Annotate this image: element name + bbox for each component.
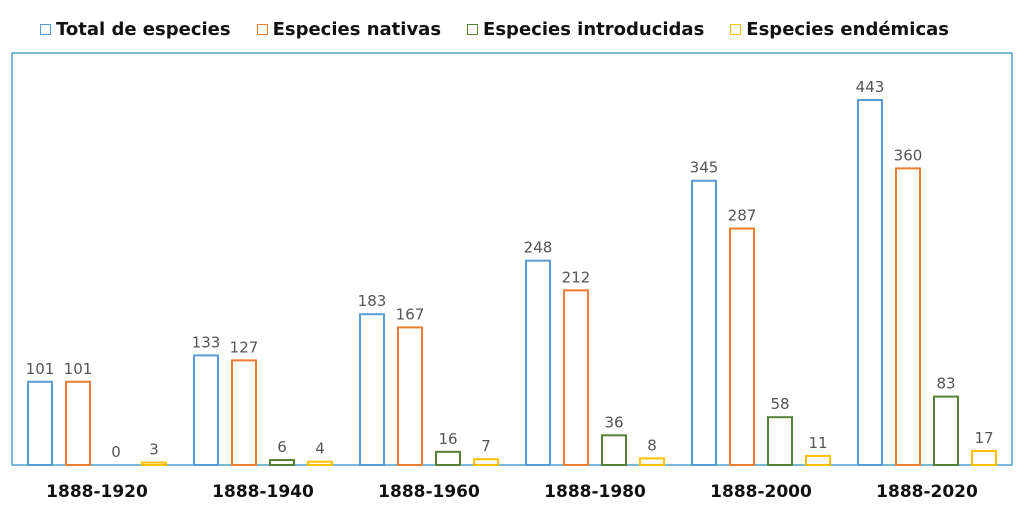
bar-1888-2020-1 [857, 99, 883, 466]
legend-label: Especies nativas [272, 18, 442, 40]
category-label: 1888-1920 [46, 482, 148, 502]
legend-item-2: Especies nativas [256, 18, 442, 40]
bar-1888-2020-3 [933, 395, 959, 466]
legend-swatch [40, 23, 51, 35]
category-labels: 1888-1920 1888-1940 1888-1960 1888-1980 1888… [46, 482, 978, 502]
value-label: 248 [524, 239, 553, 257]
legend: Total de especies Especies nativas Especie… [40, 17, 1000, 41]
bar-1888-2000-2 [729, 227, 755, 466]
value-label: 36 [604, 413, 623, 431]
bar-1888-1980-1 [525, 259, 551, 467]
value-label: 133 [192, 333, 221, 351]
bar-1888-1980-4 [639, 457, 665, 466]
value-label: 16 [438, 430, 457, 448]
value-label: 360 [894, 146, 923, 164]
plot-frame [11, 52, 1013, 466]
category-label: 1888-2020 [876, 482, 978, 502]
value-label: 4 [315, 440, 325, 458]
value-label: 212 [562, 268, 591, 286]
bar-1888-2000-4 [805, 454, 831, 467]
value-label: 58 [770, 395, 789, 413]
category-label: 1888-2000 [710, 482, 812, 502]
bar-1888-1920-1 [27, 380, 53, 466]
legend-swatch [730, 23, 742, 35]
legend-label: Especies endémicas [746, 18, 949, 40]
bar-1888-1920-2 [65, 380, 91, 466]
bar-1888-1980-2 [563, 289, 589, 466]
category-label: 1888-1960 [378, 482, 480, 502]
legend-label: Especies introducidas [483, 18, 705, 40]
value-label: 101 [64, 360, 93, 378]
category-label: 1888-1980 [544, 482, 646, 502]
bar-1888-1940-2 [231, 359, 257, 466]
value-label: 6 [277, 438, 287, 456]
value-label: 167 [396, 305, 425, 323]
value-label: 183 [358, 292, 387, 310]
value-label: 3 [149, 441, 159, 459]
bar-1888-1940-3 [269, 459, 295, 466]
value-label: 127 [230, 338, 259, 356]
bar-1888-1980-3 [601, 434, 627, 466]
legend-item-3: Especies introducidas [467, 19, 704, 40]
bar-1888-2020-4 [971, 449, 997, 466]
legend-swatch [256, 23, 268, 35]
legend-item-4: Especies endémicas [730, 19, 949, 40]
bar-1888-2020-2 [895, 167, 921, 466]
bar-1888-1940-4 [307, 460, 333, 466]
value-label: 83 [936, 375, 955, 393]
legend-label: Total de especies [56, 18, 231, 40]
bar-1888-1960-3 [435, 450, 461, 467]
bar-1888-1940-1 [193, 354, 219, 466]
bar-1888-1960-2 [397, 326, 423, 466]
bar-1888-1960-4 [473, 458, 499, 467]
value-label: 345 [690, 159, 719, 177]
value-label: 7 [481, 437, 491, 455]
value-label: 443 [856, 78, 885, 96]
value-label: 8 [647, 436, 657, 454]
bar-1888-1960-1 [359, 313, 385, 466]
legend-swatch [467, 23, 479, 35]
bar-1888-2000-1 [691, 179, 717, 466]
value-label: 17 [974, 429, 993, 447]
legend-item-1: Total de especies [40, 19, 231, 40]
value-label: 101 [26, 360, 55, 378]
bars [27, 99, 997, 467]
bar-1888-1920-4 [141, 461, 167, 467]
value-label: 11 [808, 434, 827, 452]
category-label: 1888-1940 [212, 482, 314, 502]
bar-1888-2000-3 [767, 416, 793, 466]
value-label: 0 [111, 443, 121, 461]
value-label: 287 [728, 207, 757, 225]
